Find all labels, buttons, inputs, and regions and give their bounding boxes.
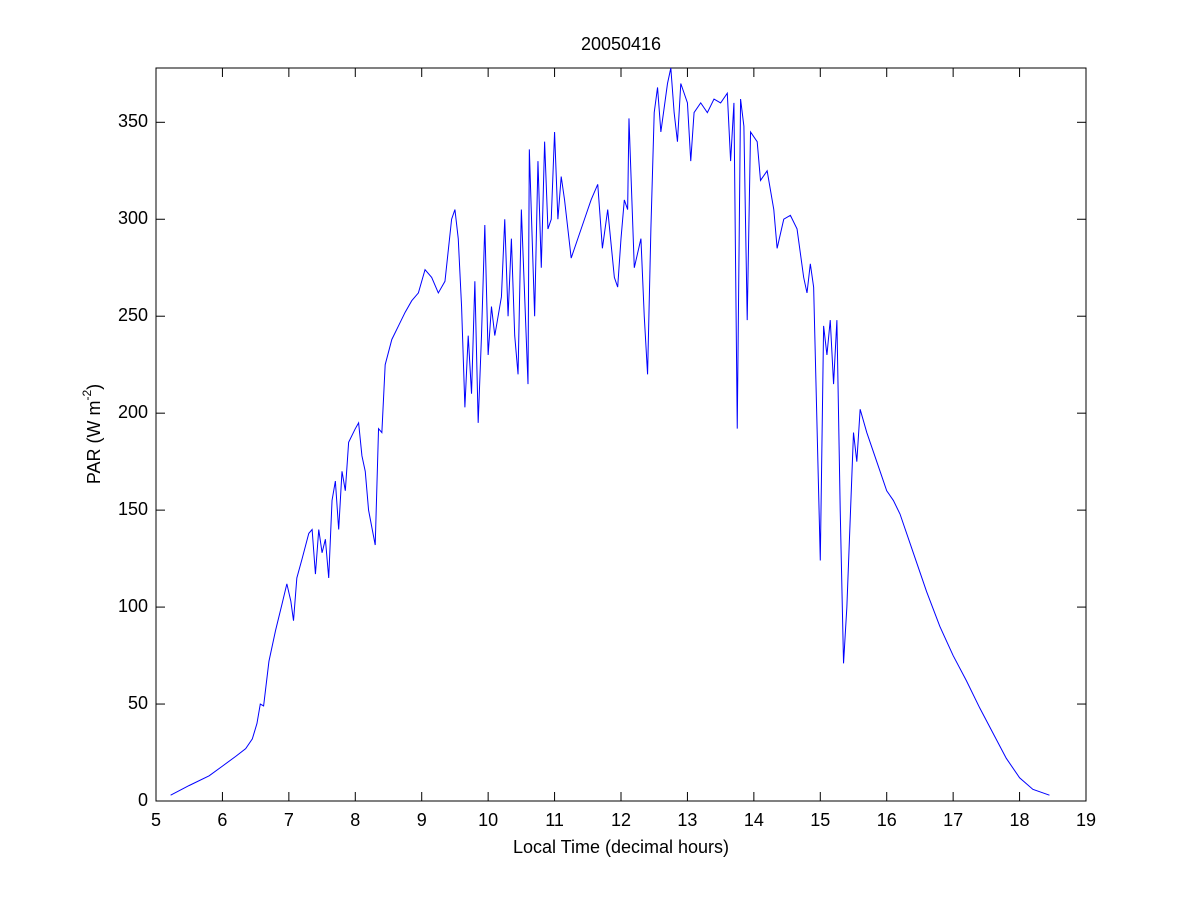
x-tick-label: 14 [744,810,764,830]
x-tick-label: 12 [611,810,631,830]
x-axis-label: Local Time (decimal hours) [513,837,729,857]
x-tick-label: 11 [545,810,564,830]
y-label-superscript: -2 [80,390,94,401]
x-tick-label: 16 [877,810,897,830]
y-tick-label: 0 [138,790,148,810]
y-tick-label: 300 [118,208,148,228]
x-tick-label: 19 [1076,810,1096,830]
x-tick-label: 13 [677,810,697,830]
y-tick-label: 100 [118,596,148,616]
x-tick-label: 9 [417,810,427,830]
x-tick-label: 18 [1010,810,1030,830]
y-tick-label: 200 [118,402,148,422]
x-tick-label: 5 [151,810,161,830]
y-tick-label: 350 [118,111,148,131]
x-tick-label: 15 [810,810,830,830]
y-tick-label: 150 [118,499,148,519]
x-tick-label: 8 [350,810,360,830]
data-line [170,67,1050,796]
y-label-text: ) [84,384,104,390]
x-tick-label: 7 [284,810,294,830]
x-tick-label: 17 [943,810,963,830]
chart-title: 20050416 [581,34,661,54]
y-axis-label: PAR (W m-2) [80,384,104,484]
x-tick-label: 10 [478,810,498,830]
x-tick-label: 6 [217,810,227,830]
y-tick-label: 50 [128,693,148,713]
y-tick-label: 250 [118,305,148,325]
y-label-text: PAR (W m [84,401,104,485]
